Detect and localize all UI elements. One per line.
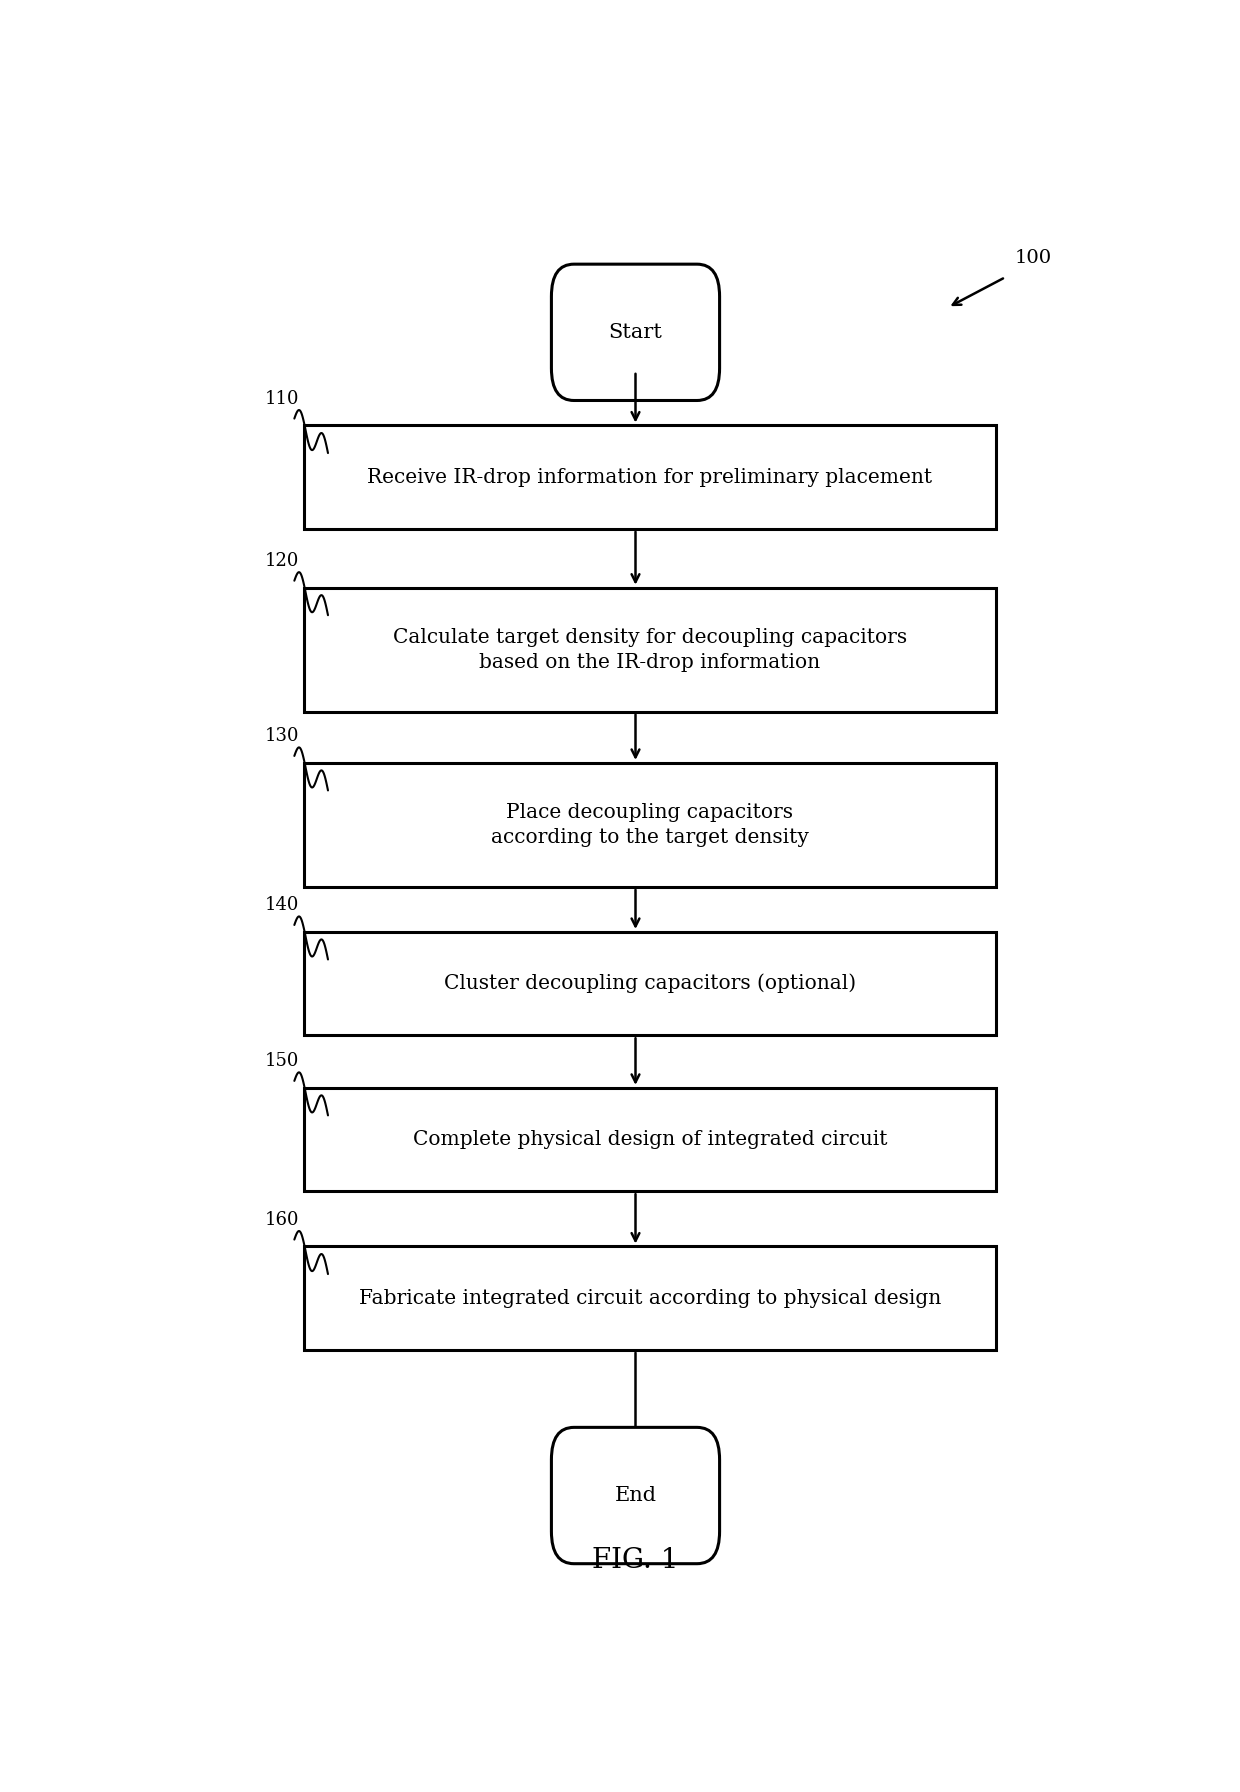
Bar bbox=[304, 425, 996, 529]
Bar bbox=[304, 588, 996, 711]
Text: 150: 150 bbox=[265, 1052, 299, 1070]
Bar bbox=[304, 1247, 996, 1349]
FancyBboxPatch shape bbox=[552, 1428, 719, 1564]
Bar bbox=[304, 763, 996, 887]
Text: 140: 140 bbox=[265, 896, 299, 914]
Text: Complete physical design of integrated circuit: Complete physical design of integrated c… bbox=[413, 1131, 887, 1149]
Text: Receive IR-drop information for preliminary placement: Receive IR-drop information for prelimin… bbox=[367, 468, 932, 487]
Text: 130: 130 bbox=[264, 728, 299, 745]
Text: 100: 100 bbox=[1016, 249, 1053, 267]
Text: FIG. 1: FIG. 1 bbox=[593, 1546, 678, 1573]
Text: Start: Start bbox=[609, 323, 662, 342]
Bar bbox=[304, 932, 996, 1036]
Text: 160: 160 bbox=[264, 1211, 299, 1229]
Text: Cluster decoupling capacitors (optional): Cluster decoupling capacitors (optional) bbox=[444, 973, 856, 993]
Text: Fabricate integrated circuit according to physical design: Fabricate integrated circuit according t… bbox=[358, 1288, 941, 1308]
Text: Calculate target density for decoupling capacitors
based on the IR-drop informat: Calculate target density for decoupling … bbox=[393, 627, 906, 672]
FancyBboxPatch shape bbox=[552, 263, 719, 400]
Text: End: End bbox=[615, 1486, 656, 1505]
Text: 120: 120 bbox=[265, 552, 299, 570]
Text: 110: 110 bbox=[264, 389, 299, 407]
Bar bbox=[304, 1088, 996, 1192]
Text: Place decoupling capacitors
according to the target density: Place decoupling capacitors according to… bbox=[491, 803, 808, 848]
